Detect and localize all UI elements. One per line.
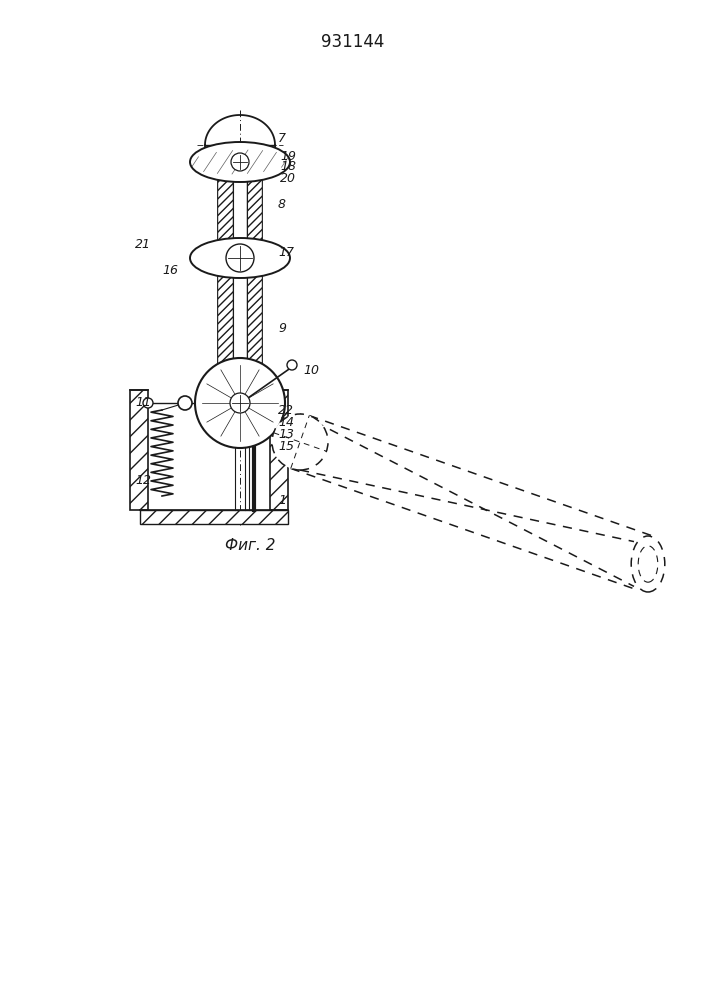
- Text: 13: 13: [278, 428, 294, 440]
- Bar: [205, 145, 275, 170]
- Text: 22: 22: [278, 403, 294, 416]
- Text: 19: 19: [280, 150, 296, 163]
- Bar: [270, 390, 288, 510]
- Circle shape: [226, 244, 254, 272]
- Text: 18: 18: [280, 160, 296, 174]
- Bar: [218, 265, 233, 392]
- Ellipse shape: [190, 238, 290, 278]
- Circle shape: [231, 153, 249, 171]
- Circle shape: [287, 360, 297, 370]
- Bar: [218, 170, 233, 242]
- Bar: [247, 170, 262, 242]
- Text: 14: 14: [278, 416, 294, 428]
- Text: 16: 16: [162, 263, 178, 276]
- Circle shape: [195, 358, 285, 448]
- Ellipse shape: [631, 536, 665, 592]
- Text: 12: 12: [135, 474, 151, 487]
- Ellipse shape: [638, 546, 658, 582]
- Text: 1: 1: [278, 493, 286, 506]
- Bar: [140, 510, 288, 524]
- Text: 10: 10: [303, 363, 319, 376]
- Text: 20: 20: [280, 172, 296, 184]
- Text: 21: 21: [135, 237, 151, 250]
- Text: 11: 11: [135, 396, 151, 410]
- Text: Фиг. 2: Фиг. 2: [225, 538, 275, 552]
- Bar: [218, 170, 262, 242]
- Bar: [247, 265, 262, 392]
- Ellipse shape: [190, 142, 290, 182]
- Text: 8: 8: [278, 198, 286, 212]
- Ellipse shape: [272, 414, 328, 470]
- Bar: [218, 265, 262, 392]
- Text: 931144: 931144: [321, 33, 385, 51]
- Text: 17: 17: [278, 245, 294, 258]
- Circle shape: [230, 393, 250, 413]
- Text: 7: 7: [278, 131, 286, 144]
- Circle shape: [178, 396, 192, 410]
- Circle shape: [143, 398, 153, 408]
- Bar: [130, 390, 148, 510]
- Text: 9: 9: [278, 322, 286, 334]
- Text: 15: 15: [278, 440, 294, 452]
